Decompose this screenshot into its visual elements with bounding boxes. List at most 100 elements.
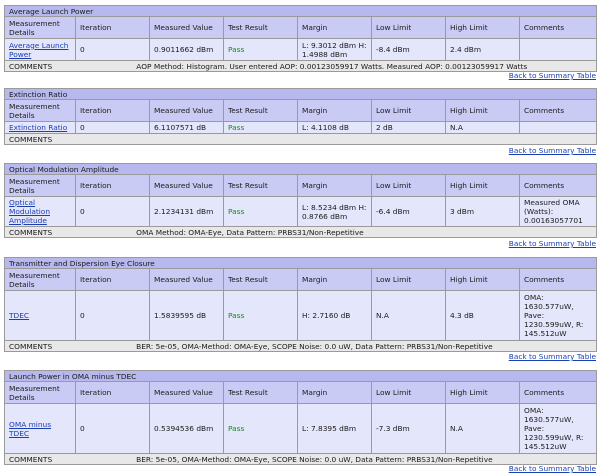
test-result-cell: Pass <box>223 290 298 341</box>
details-cell: OMA minus TDEC <box>4 403 76 454</box>
back-to-summary-link[interactable]: Back to Summary Table <box>508 464 596 473</box>
margin-cell: L: 7.8395 dBm <box>297 403 372 454</box>
column-header-result: Test Result <box>223 16 298 39</box>
comments-label: COMMENTS <box>9 227 53 237</box>
details-cell: Average Launch Power <box>4 38 76 61</box>
comments-row: COMMENTS BER: 5e-05, OMA-Method: OMA-Eye,… <box>3 340 598 352</box>
high-limit-cell: N.A <box>445 403 520 454</box>
back-to-summary-link[interactable]: Back to Summary Table <box>508 71 596 80</box>
table-row: Extinction Ratio 0 6.1107571 dB Pass L: 4.11… <box>4 121 598 134</box>
back-to-summary-link[interactable]: Back to Summary Table <box>508 352 596 361</box>
column-header-margin: Margin <box>297 381 372 404</box>
column-header-result: Test Result <box>223 381 298 404</box>
column-header-iteration: Iteration <box>75 99 150 122</box>
details-cell: Extinction Ratio <box>4 121 76 134</box>
measured-value-cell: 0.9011662 dBm <box>149 38 224 61</box>
section-title: Optical Modulation Amplitude <box>3 163 598 175</box>
section-title: Extinction Ratio <box>3 88 598 100</box>
comments-cell: OMA: 1630.577uW, Pave: 1230.599uW, R: 14… <box>518 403 598 454</box>
column-header-low: Low Limit <box>371 174 446 197</box>
column-header-comments: Comments <box>518 16 598 39</box>
measurement-details-link[interactable]: OMA minus TDEC <box>9 419 52 438</box>
column-header-high: High Limit <box>445 16 520 39</box>
comments-cell-full: COMMENTS AOP Method: Histogram. User ente… <box>3 60 598 72</box>
column-header-margin: Margin <box>297 174 372 197</box>
margin-cell: L: 9.3012 dBm H: 1.4988 dBm <box>297 38 372 61</box>
section-oma-minus-tdec: Launch Power in OMA minus TDEC Measuremen… <box>3 370 598 465</box>
results-table: Launch Power in OMA minus TDEC Measuremen… <box>3 370 598 465</box>
column-header-comments: Comments <box>518 268 598 291</box>
measurement-details-link[interactable]: Average Launch Power <box>9 40 69 59</box>
column-header-measured: Measured Value <box>149 99 224 122</box>
comments-cell-full: COMMENTS <box>3 133 598 145</box>
table-row: Average Launch Power 0 0.9011662 dBm Pass L:… <box>4 38 598 61</box>
column-header-details: Measurement Details <box>4 99 76 122</box>
column-header-low: Low Limit <box>371 268 446 291</box>
measurement-details-link[interactable]: Optical Modulation Amplitude <box>9 198 51 225</box>
measured-value-cell: 6.1107571 dB <box>149 121 224 134</box>
test-result-cell: Pass <box>223 196 298 227</box>
comments-text: AOP Method: Histogram. User entered AOP:… <box>136 61 528 71</box>
column-header-result: Test Result <box>223 268 298 291</box>
section-extinction-ratio: Extinction Ratio Measurement Details Itera… <box>3 88 598 145</box>
test-result-cell: Pass <box>223 121 298 134</box>
section-title: Launch Power in OMA minus TDEC <box>3 370 598 382</box>
iteration-cell: 0 <box>75 196 150 227</box>
comments-row: COMMENTS OMA Method: OMA-Eye, Data Patter… <box>3 226 598 238</box>
column-header-margin: Margin <box>297 268 372 291</box>
measurement-details-link[interactable]: TDEC <box>9 311 30 320</box>
column-header-measured: Measured Value <box>149 16 224 39</box>
iteration-cell: 0 <box>75 38 150 61</box>
margin-cell: H: 2.7160 dB <box>297 290 372 341</box>
comments-row: COMMENTS AOP Method: Histogram. User ente… <box>3 60 598 72</box>
measured-value-cell: 1.5839595 dB <box>149 290 224 341</box>
high-limit-cell: 2.4 dBm <box>445 38 520 61</box>
comments-cell: Measured OMA (Watts): 0.00163057701 <box>518 196 598 227</box>
column-header-comments: Comments <box>518 381 598 404</box>
back-to-summary-link[interactable]: Back to Summary Table <box>508 146 596 155</box>
column-header-high: High Limit <box>445 174 520 197</box>
comments-cell-full: COMMENTS OMA Method: OMA-Eye, Data Patter… <box>3 226 598 238</box>
back-to-summary-link[interactable]: Back to Summary Table <box>508 239 596 248</box>
low-limit-cell: -8.4 dBm <box>371 38 446 61</box>
margin-cell: L: 4.1108 dB <box>297 121 372 134</box>
comments-cell: OMA: 1630.577uW, Pave: 1230.599uW, R: 14… <box>518 290 598 341</box>
header-row: Measurement Details Iteration Measured Val… <box>4 381 598 404</box>
test-result-cell: Pass <box>223 38 298 61</box>
iteration-cell: 0 <box>75 121 150 134</box>
results-table: Extinction Ratio Measurement Details Itera… <box>3 88 598 145</box>
measured-value-cell: 2.1234131 dBm <box>149 196 224 227</box>
iteration-cell: 0 <box>75 290 150 341</box>
comments-label: COMMENTS <box>9 61 53 71</box>
comments-text: OMA Method: OMA-Eye, Data Pattern: PRBS3… <box>136 227 364 237</box>
margin-cell: L: 8.5234 dBm H: 0.8766 dBm <box>297 196 372 227</box>
low-limit-cell: N.A <box>371 290 446 341</box>
column-header-margin: Margin <box>297 16 372 39</box>
column-header-iteration: Iteration <box>75 381 150 404</box>
comments-cell-full: COMMENTS BER: 5e-05, OMA-Method: OMA-Eye,… <box>3 453 598 465</box>
column-header-high: High Limit <box>445 268 520 291</box>
column-header-margin: Margin <box>297 99 372 122</box>
column-header-measured: Measured Value <box>149 268 224 291</box>
comments-cell <box>518 121 598 134</box>
section-title: Transmitter and Dispersion Eye Closure <box>3 257 598 269</box>
table-row: OMA minus TDEC 0 0.5394536 dBm Pass L: 7.839… <box>4 403 598 454</box>
measurement-details-link[interactable]: Extinction Ratio <box>9 123 68 132</box>
header-row: Measurement Details Iteration Measured Val… <box>4 16 598 39</box>
results-table: Average Launch Power Measurement Details I… <box>3 5 598 72</box>
comments-cell-full: COMMENTS BER: 5e-05, OMA-Method: OMA-Eye,… <box>3 340 598 352</box>
section-optical-modulation-amplitude: Optical Modulation Amplitude Measurement … <box>3 163 598 238</box>
column-header-details: Measurement Details <box>4 381 76 404</box>
column-header-details: Measurement Details <box>4 16 76 39</box>
column-header-measured: Measured Value <box>149 381 224 404</box>
column-header-result: Test Result <box>223 174 298 197</box>
header-row: Measurement Details Iteration Measured Val… <box>4 174 598 197</box>
high-limit-cell: 4.3 dB <box>445 290 520 341</box>
section-tdec: Transmitter and Dispersion Eye Closure Me… <box>3 257 598 352</box>
column-header-low: Low Limit <box>371 99 446 122</box>
column-header-comments: Comments <box>518 174 598 197</box>
column-header-details: Measurement Details <box>4 174 76 197</box>
low-limit-cell: -6.4 dBm <box>371 196 446 227</box>
details-cell: Optical Modulation Amplitude <box>4 196 76 227</box>
column-header-measured: Measured Value <box>149 174 224 197</box>
